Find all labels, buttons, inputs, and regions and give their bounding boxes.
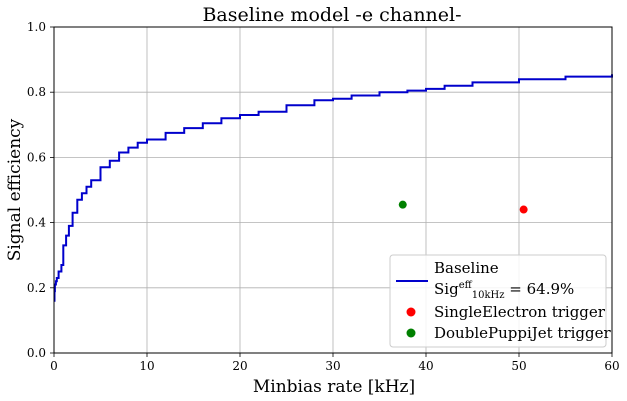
axis-ticks: 0 10 20 30 40 50 60 0.0 0.2 0.4 0.6 0.8 1.0	[27, 20, 620, 373]
x-tick-label: 30	[325, 359, 340, 373]
legend-singleelectron-label: SingleElectron trigger	[434, 303, 606, 321]
y-tick-label: 0.8	[27, 85, 46, 99]
y-axis-label: Signal efficiency	[5, 118, 25, 261]
data-series	[53, 74, 613, 302]
legend-doublepuppijet-marker	[406, 328, 416, 338]
x-tick-label: 20	[232, 359, 247, 373]
legend-baseline-label: Baseline	[434, 259, 499, 277]
x-axis-label: Minbias rate [kHz]	[253, 377, 415, 397]
chart-title: Baseline model -e channel-	[202, 4, 461, 26]
x-tick-label: 40	[418, 359, 433, 373]
y-tick-label: 0.2	[27, 281, 46, 295]
legend: Baseline Sigeff10kHz = 64.9% SingleElect…	[389, 254, 612, 348]
plot-frame	[53, 26, 613, 354]
y-tick-label: 1.0	[27, 20, 46, 34]
legend-singleelectron-marker	[406, 307, 416, 317]
legend-box	[389, 254, 607, 348]
x-tick-label: 10	[139, 359, 154, 373]
data-point-doublepuppijet-trigger	[398, 200, 407, 209]
x-tick-label: 50	[511, 359, 526, 373]
y-tick-label: 0.0	[27, 346, 46, 360]
legend-baseline-sublabel: Sigeff10kHz = 64.9%	[434, 280, 574, 301]
y-tick-label: 0.6	[27, 150, 46, 164]
x-tick-label: 0	[50, 359, 58, 373]
y-tick-label: 0.4	[27, 216, 46, 230]
data-point-singleelectron-trigger	[519, 205, 528, 214]
series-line-baseline	[53, 74, 613, 302]
legend-doublepuppijet-label: DoublePuppiJet trigger	[434, 324, 612, 342]
x-tick-label: 60	[604, 359, 619, 373]
